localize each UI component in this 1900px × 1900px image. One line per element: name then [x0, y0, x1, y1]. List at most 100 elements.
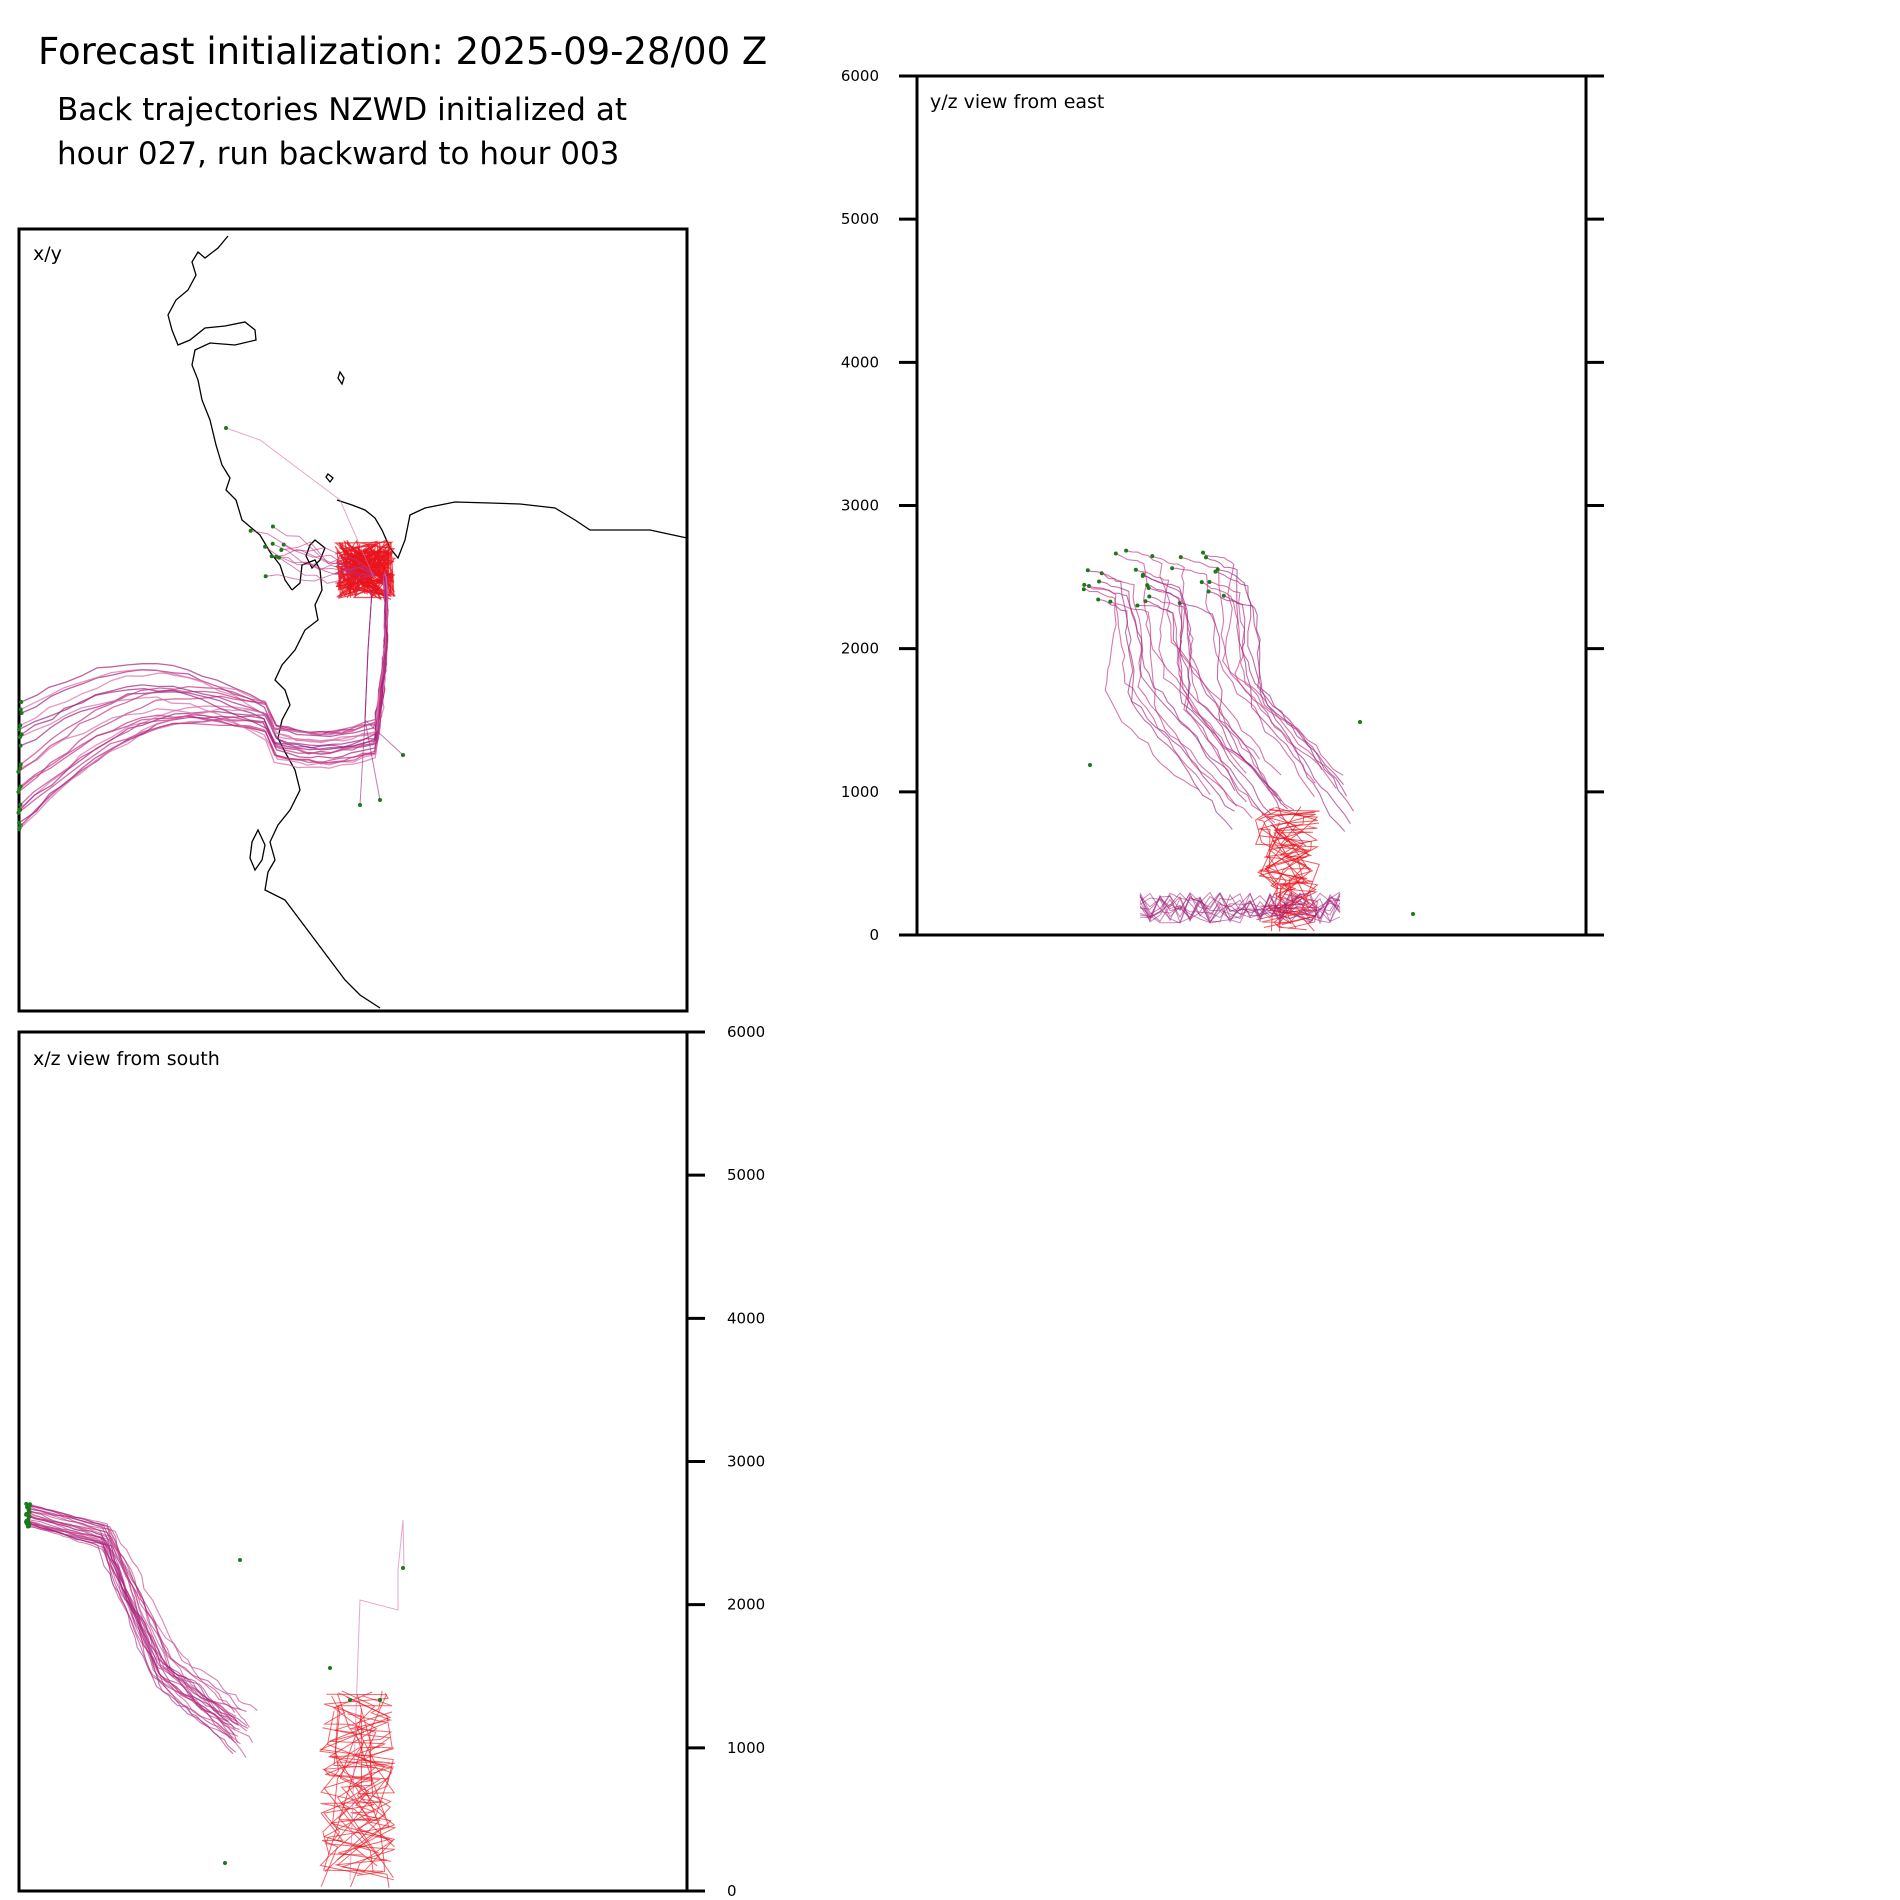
yz-trajectory-purple: [1180, 556, 1316, 784]
trajectory-start-marker: [223, 1861, 227, 1865]
trajectory-start-marker: [1088, 763, 1092, 767]
xz-trajectories: [24, 1501, 405, 1888]
yz-trajectory-purple: [1137, 604, 1276, 824]
xz-trajectory-red: [329, 1694, 394, 1847]
yz-panel-label: y/z view from east: [930, 91, 1104, 113]
subtitle-line-1: Back trajectories NZWD initialized at: [57, 92, 627, 128]
trajectory-start-marker: [26, 1519, 31, 1524]
xy-trajectory-purple: [18, 576, 389, 759]
trajectory-start-marker: [238, 1558, 242, 1562]
yz-trajectory-lowband: [1139, 892, 1341, 924]
yz-trajectory-red: [1266, 809, 1320, 887]
trajectory-start-marker: [18, 743, 23, 748]
trajectory-start-marker: [1108, 599, 1113, 604]
z-tick-label: 6000: [841, 67, 879, 85]
trajectory-start-marker: [27, 1509, 32, 1514]
xz-trajectory-red: [337, 1690, 394, 1872]
xz-trajectory-purple: [28, 1520, 254, 1743]
trajectory-start-marker: [1358, 720, 1362, 724]
trajectory-start-marker: [1170, 566, 1175, 571]
xz-trajectory-purple: [28, 1505, 250, 1728]
yz-trajectory-purple: [1084, 584, 1200, 791]
xz-trajectory-purple: [26, 1520, 241, 1745]
trajectory-start-marker: [1207, 580, 1212, 585]
trajectory-start-marker: [248, 528, 253, 533]
yz-trajectory-red: [1273, 831, 1314, 932]
coastline-segment: [325, 473, 334, 484]
xy-trajectory-branch: [276, 547, 376, 576]
trajectory-start-marker: [1206, 589, 1211, 594]
coastline-segment: [337, 370, 345, 386]
trajectory-start-marker: [269, 554, 274, 559]
xy-panel-label: x/y: [33, 243, 62, 265]
yz-trajectory-purple: [1101, 572, 1238, 807]
trajectory-start-marker: [1146, 585, 1151, 590]
yz-axis: 0 1000 2000 3000 4000 5000 6000: [841, 67, 1604, 944]
yz-trajectory-purple: [1205, 556, 1344, 785]
z-tick-label: 5000: [727, 1166, 765, 1184]
z-tick-label: 2000: [727, 1596, 765, 1614]
z-tick-label: 1000: [727, 1739, 765, 1757]
trajectory-start-marker: [1085, 568, 1090, 573]
xy-trajectory-red: [335, 552, 393, 597]
trajectory-start-marker: [263, 574, 268, 579]
yz-trajectory-purple: [1115, 553, 1252, 767]
trajectory-start-marker: [1140, 573, 1145, 578]
trajectory-start-marker: [18, 762, 23, 767]
yz-trajectory-purple: [1223, 595, 1351, 824]
xz-trajectory-purple: [29, 1505, 247, 1713]
trajectory-start-marker: [1199, 580, 1204, 585]
yz-trajectory-purple: [1209, 581, 1344, 776]
xz-trajectory-purple: [26, 1506, 241, 1710]
coastline-segment: [167, 235, 293, 591]
yz-view-panel: y/z view from east 0 1000 2000 3000 4000 5000…: [841, 67, 1604, 944]
trajectory-start-marker: [24, 1512, 29, 1517]
trajectory-start-marker: [1124, 548, 1129, 553]
z-tick-label: 3000: [841, 497, 879, 515]
yz-trajectory-purple: [1149, 595, 1295, 811]
trajectory-start-marker: [16, 769, 21, 774]
z-tick-label: 6000: [727, 1023, 765, 1041]
yz-trajectory-lowband: [1139, 892, 1341, 923]
yz-trajectory-purple: [1110, 601, 1253, 819]
yz-trajectory-purple: [1083, 588, 1211, 795]
xz-trajectory-red: [325, 1692, 396, 1888]
yz-trajectory-purple: [1152, 555, 1282, 776]
yz-trajectory-purple: [1142, 575, 1288, 810]
trajectory-start-marker: [19, 711, 24, 716]
z-tick-label: 0: [727, 1882, 737, 1900]
trajectory-start-marker: [328, 1666, 332, 1670]
xz-trajectory-red: [322, 1727, 392, 1873]
trajectory-start-marker: [18, 723, 23, 728]
trajectory-start-marker: [1178, 555, 1183, 560]
trajectory-start-marker: [378, 1698, 382, 1702]
subtitle-line-2: hour 027, run backward to hour 003: [57, 136, 620, 172]
trajectory-start-marker: [19, 732, 24, 737]
z-tick-label: 0: [869, 926, 879, 944]
xz-trajectory-tall: [349, 1519, 405, 1881]
yz-trajectories: [1081, 548, 1415, 932]
trajectory-start-marker: [1082, 582, 1087, 587]
trajectory-start-marker: [17, 727, 22, 732]
trajectory-start-marker: [17, 827, 22, 832]
trajectory-start-marker: [1201, 550, 1206, 555]
trajectory-start-marker: [270, 524, 275, 529]
yz-trajectory-purple: [1172, 567, 1315, 798]
trajectory-start-marker: [358, 803, 362, 807]
coastline-segment: [249, 828, 266, 872]
xz-trajectory-purple: [27, 1522, 249, 1729]
xy-trajectory-branch: [278, 557, 376, 584]
xy-trajectory-south: [364, 589, 404, 756]
trajectory-start-marker: [270, 541, 275, 546]
figure-title: Forecast initialization: 2025-09-28/00 Z: [38, 30, 768, 73]
xz-panel-label: x/z view from south: [33, 1048, 220, 1070]
trajectory-start-marker: [348, 1698, 352, 1702]
xz-panel-frame: [17, 1030, 689, 1893]
trajectory-start-marker: [1147, 594, 1152, 599]
yz-trajectory-purple: [1087, 569, 1235, 812]
trajectory-start-marker: [1411, 912, 1415, 916]
yz-trajectory-lowband: [1139, 892, 1341, 923]
xz-view-panel: x/z view from south 0 1000 2000 3000 4000 500…: [17, 1023, 765, 1900]
trajectory-start-marker: [16, 789, 21, 794]
